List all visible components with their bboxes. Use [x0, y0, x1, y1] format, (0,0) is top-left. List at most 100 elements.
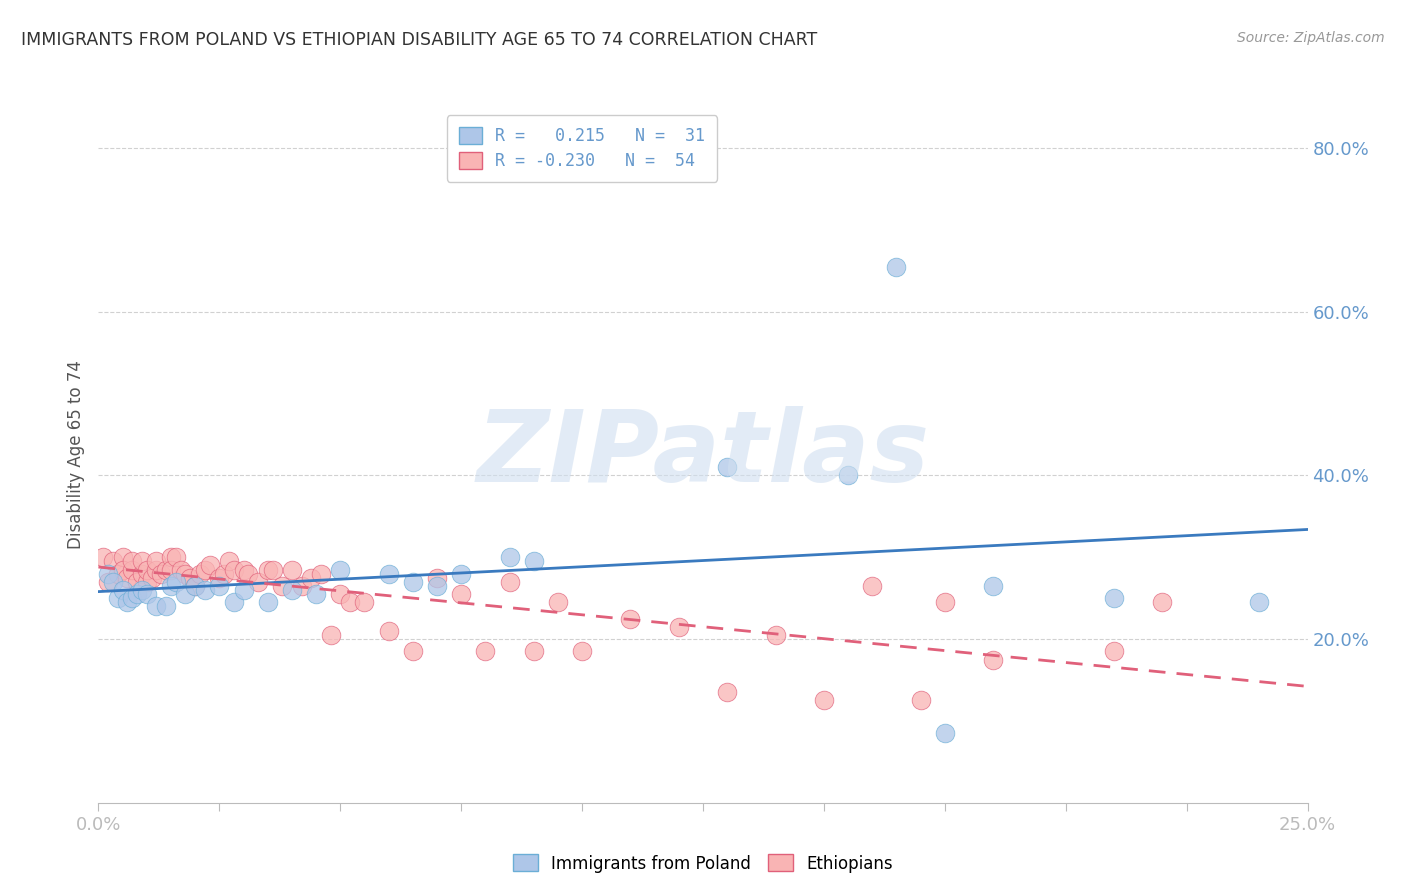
Point: [319, 628, 342, 642]
Point: [127, 574, 149, 589]
Point: [91, 550, 114, 565]
Point: [281, 582, 304, 597]
Point: [238, 566, 260, 581]
Point: [174, 566, 197, 581]
Point: [117, 595, 139, 609]
Point: [131, 566, 153, 581]
Legend: R =   0.215   N =  31, R = -0.230   N =  54: R = 0.215 N = 31, R = -0.230 N = 54: [447, 115, 717, 182]
Point: [339, 595, 361, 609]
Point: [194, 562, 217, 576]
Point: [426, 571, 449, 585]
Point: [1152, 595, 1174, 609]
Point: [299, 571, 322, 585]
Point: [329, 587, 352, 601]
Point: [1102, 644, 1125, 658]
Point: [111, 550, 134, 565]
Point: [934, 595, 956, 609]
Point: [222, 562, 245, 576]
Point: [232, 582, 254, 597]
Point: [619, 612, 641, 626]
Point: [97, 574, 120, 589]
Point: [1249, 595, 1271, 609]
Point: [174, 587, 197, 601]
Point: [813, 693, 835, 707]
Point: [97, 566, 120, 581]
Point: [765, 628, 787, 642]
Point: [571, 644, 593, 658]
Point: [121, 554, 143, 568]
Point: [194, 582, 217, 597]
Point: [353, 595, 375, 609]
Point: [165, 550, 187, 565]
Point: [837, 468, 859, 483]
Point: [111, 562, 134, 576]
Point: [498, 574, 520, 589]
Point: [716, 460, 738, 475]
Point: [107, 591, 129, 606]
Point: [184, 579, 207, 593]
Point: [141, 571, 163, 585]
Point: [247, 574, 270, 589]
Point: [498, 550, 520, 565]
Point: [232, 562, 254, 576]
Point: [668, 620, 690, 634]
Point: [1102, 591, 1125, 606]
Point: [111, 582, 134, 597]
Point: [910, 693, 932, 707]
Point: [127, 587, 149, 601]
Point: [131, 554, 153, 568]
Point: [426, 579, 449, 593]
Point: [208, 571, 231, 585]
Point: [145, 599, 167, 614]
Point: [184, 579, 207, 593]
Point: [309, 566, 332, 581]
Point: [135, 574, 157, 589]
Point: [450, 587, 472, 601]
Point: [981, 579, 1004, 593]
Point: [160, 562, 183, 576]
Point: [474, 644, 496, 658]
Point: [135, 587, 157, 601]
Point: [256, 562, 278, 576]
Point: [218, 554, 240, 568]
Point: [145, 562, 167, 576]
Point: [179, 571, 201, 585]
Point: [281, 562, 304, 576]
Legend: Immigrants from Poland, Ethiopians: Immigrants from Poland, Ethiopians: [506, 847, 900, 880]
Point: [402, 574, 425, 589]
Y-axis label: Disability Age 65 to 74: Disability Age 65 to 74: [66, 360, 84, 549]
Point: [212, 566, 235, 581]
Text: Source: ZipAtlas.com: Source: ZipAtlas.com: [1237, 31, 1385, 45]
Point: [160, 579, 183, 593]
Point: [523, 644, 546, 658]
Point: [131, 582, 153, 597]
Point: [290, 579, 312, 593]
Point: [198, 558, 221, 573]
Point: [860, 579, 883, 593]
Point: [145, 554, 167, 568]
Point: [101, 554, 124, 568]
Point: [208, 579, 231, 593]
Point: [271, 579, 294, 593]
Point: [262, 562, 284, 576]
Point: [150, 566, 173, 581]
Point: [981, 652, 1004, 666]
Point: [329, 562, 352, 576]
Point: [169, 562, 191, 576]
Point: [160, 550, 183, 565]
Text: ZIPatlas: ZIPatlas: [477, 407, 929, 503]
Point: [135, 562, 157, 576]
Point: [107, 566, 129, 581]
Point: [121, 562, 143, 576]
Point: [377, 566, 399, 581]
Point: [165, 574, 187, 589]
Point: [155, 599, 177, 614]
Point: [101, 574, 124, 589]
Point: [305, 587, 328, 601]
Point: [523, 554, 546, 568]
Point: [121, 591, 143, 606]
Point: [934, 726, 956, 740]
Point: [402, 644, 425, 658]
Point: [377, 624, 399, 638]
Point: [222, 595, 245, 609]
